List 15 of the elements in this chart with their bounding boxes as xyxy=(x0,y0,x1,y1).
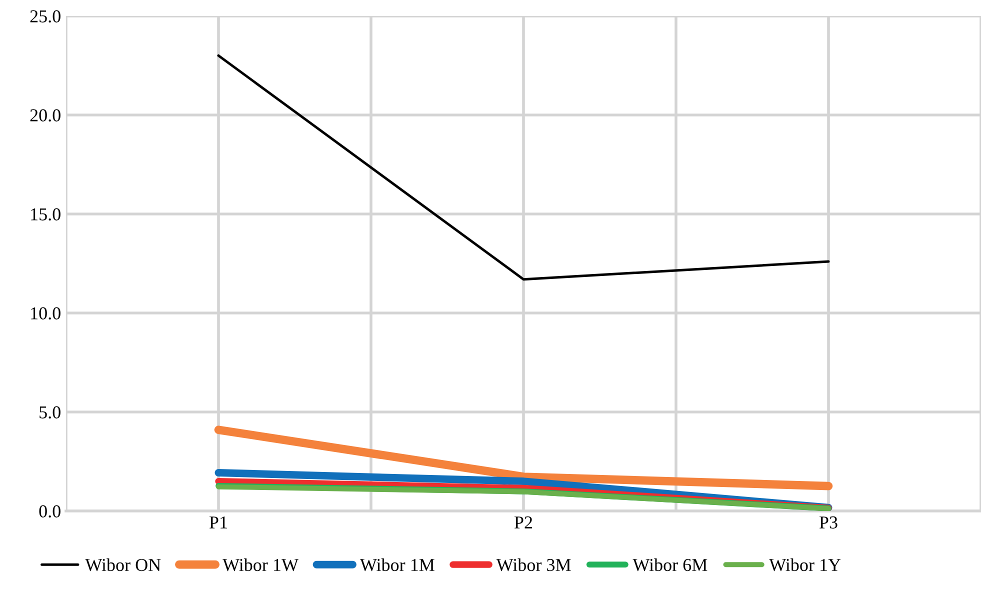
legend-label: Wibor ON xyxy=(85,558,161,572)
x-tick-label: P1 xyxy=(209,516,227,528)
y-tick-label: 0.0 xyxy=(39,505,60,518)
x-tick-label: P2 xyxy=(514,516,532,528)
y-tick-label: 5.0 xyxy=(40,406,60,419)
legend-label: Wibor 1W xyxy=(222,558,298,572)
legend-label: Wibor 1M xyxy=(360,558,434,572)
legend-label: Wibor 6M xyxy=(632,558,708,572)
legend-label: Wibor 1Y xyxy=(769,558,841,572)
x-tick-label: P3 xyxy=(819,516,838,529)
y-tick-label: 20.0 xyxy=(30,109,60,122)
y-tick-label: 10.0 xyxy=(31,307,60,320)
legend-label: Wibor 3M xyxy=(496,558,571,572)
y-tick-label: 25.0 xyxy=(30,10,60,23)
y-tick-label: 15.0 xyxy=(31,208,60,221)
